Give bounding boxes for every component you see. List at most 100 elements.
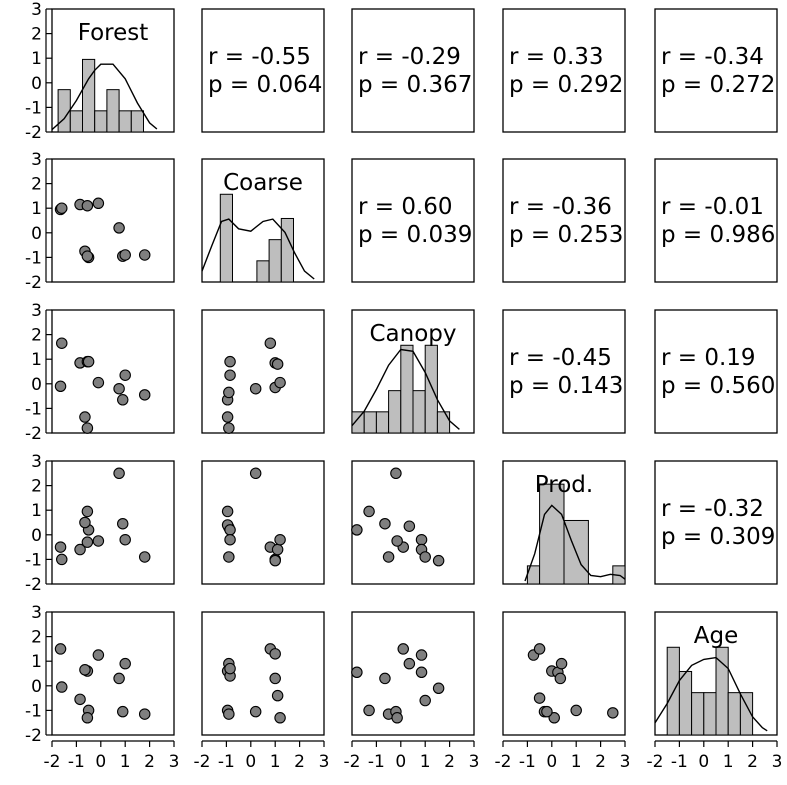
scatter-point: [119, 657, 131, 670]
scatter-point: [81, 422, 94, 434]
panel-frame: [654, 158, 778, 283]
panel-frame: [351, 611, 475, 736]
scatter-point: [415, 649, 428, 661]
scatter-point: [221, 411, 234, 423]
scatter-point: [415, 533, 428, 546]
histogram-bar: [256, 260, 270, 283]
scatter-point: [56, 681, 68, 693]
scatter-point: [138, 249, 151, 261]
scatter-point: [533, 692, 546, 704]
histogram-bar: [412, 390, 426, 434]
scatter-point: [92, 649, 105, 661]
scatter-point: [54, 643, 67, 655]
histogram-bar: [94, 110, 108, 133]
scatter-point: [570, 704, 582, 717]
scatter-point: [92, 535, 105, 547]
correlation-p: p = 0.309: [661, 524, 775, 550]
scatter-point: [119, 369, 131, 381]
histogram-bar: [400, 344, 414, 434]
scatter-point: [403, 657, 416, 670]
x-tick-label: -1: [671, 752, 688, 772]
y-tick-label: 1: [31, 350, 42, 370]
y-tick-label: 1: [31, 652, 42, 672]
scatter-point: [379, 517, 391, 530]
panel-frame: [201, 460, 325, 585]
variable-name: Coarse: [223, 170, 303, 196]
histogram-bar: [436, 411, 451, 434]
histogram-bar: [727, 692, 741, 736]
y-tick-label: -2: [25, 726, 42, 746]
x-tick-label: 3: [620, 752, 631, 772]
variable-name: Prod.: [535, 472, 593, 498]
correlation-r: r = 0.60: [358, 194, 453, 220]
x-tick-label: -1: [519, 752, 536, 772]
y-tick-label: -1: [25, 98, 42, 118]
x-tick-label: 3: [319, 752, 330, 772]
histogram-bar: [268, 239, 282, 283]
variable-name: Forest: [78, 20, 149, 46]
scatter-point: [403, 520, 416, 532]
y-tick-label: 1: [31, 49, 42, 69]
histogram-bar: [130, 110, 145, 133]
variable-name: Age: [694, 623, 738, 649]
correlation-r: r = 0.19: [661, 345, 756, 371]
x-tick-label: -2: [495, 752, 512, 772]
scatter-point: [81, 199, 94, 212]
scatter-point: [397, 643, 409, 655]
scatter-point: [269, 672, 281, 685]
scatter-point: [249, 705, 262, 718]
scatter-point: [249, 467, 262, 480]
scatter-point: [92, 376, 105, 389]
y-tick-label: 0: [31, 74, 42, 94]
correlation-p: p = 0.253: [509, 222, 623, 248]
scatter-point: [117, 394, 129, 406]
y-tick-label: -1: [25, 399, 42, 419]
scatter-point: [117, 705, 129, 718]
scatter-point: [138, 708, 151, 720]
variable-name: Canopy: [369, 321, 456, 347]
correlation-p: p = 0.039: [358, 222, 472, 248]
scatter-point: [351, 524, 363, 536]
scatter-point: [379, 672, 391, 685]
scatter-point: [271, 543, 284, 556]
y-tick-label: 3: [31, 301, 42, 321]
histogram-bar: [703, 692, 717, 736]
histogram-bar: [351, 411, 365, 434]
x-tick-label: 0: [245, 752, 256, 772]
scatter-point: [113, 382, 125, 395]
panel-frame: [201, 611, 325, 736]
y-tick-label: -1: [25, 248, 42, 268]
x-tick-label: 0: [698, 752, 709, 772]
density-curve: [51, 63, 158, 131]
x-tick-label: 2: [294, 752, 305, 772]
scatter-point: [117, 517, 129, 530]
y-tick-label: 3: [31, 603, 42, 623]
x-tick-label: 3: [469, 752, 480, 772]
correlation-p: p = 0.560: [661, 373, 775, 399]
scatter-point: [533, 643, 546, 655]
scatter-point: [119, 249, 131, 261]
panel-frame: [201, 309, 325, 434]
x-tick-label: 3: [169, 752, 180, 772]
x-tick-label: 3: [772, 752, 783, 772]
histogram-bar: [739, 692, 754, 736]
scatter-point: [555, 657, 568, 670]
scatter-point: [81, 250, 94, 262]
panel-frame: [654, 309, 778, 434]
correlation-r: r = -0.32: [661, 496, 764, 522]
x-tick-label: 1: [420, 752, 431, 772]
scatter-point: [548, 712, 560, 724]
scatter-point: [223, 422, 235, 434]
histogram-bar: [691, 692, 705, 736]
panel-frame: [502, 309, 626, 434]
scatter-point: [224, 662, 236, 675]
scatter-point: [74, 693, 86, 706]
scatter-point: [119, 533, 131, 546]
panel-frame: [502, 611, 626, 736]
scatter-point: [224, 533, 236, 546]
y-tick-label: 3: [31, 150, 42, 170]
scatter-point: [56, 337, 68, 349]
panel-frame: [654, 8, 778, 133]
